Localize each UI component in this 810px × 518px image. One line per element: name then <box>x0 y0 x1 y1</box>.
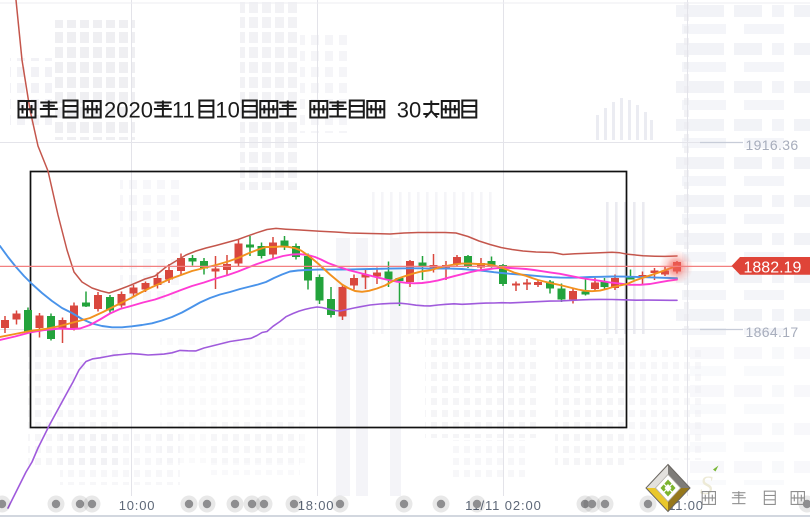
svg-text:1882.19: 1882.19 <box>744 260 802 277</box>
svg-text:2020: 2020 <box>104 98 153 123</box>
svg-text:1916.36: 1916.36 <box>745 137 798 153</box>
svg-text:18:00: 18:00 <box>298 498 335 513</box>
svg-text:11/11 02:00: 11/11 02:00 <box>465 498 542 513</box>
svg-text:10:00: 10:00 <box>119 498 156 513</box>
svg-text:S: S <box>700 471 713 500</box>
svg-text:30: 30 <box>397 98 421 123</box>
svg-text:11: 11 <box>172 98 195 123</box>
svg-text:10: 10 <box>215 98 239 123</box>
svg-text:1864.17: 1864.17 <box>745 324 798 340</box>
